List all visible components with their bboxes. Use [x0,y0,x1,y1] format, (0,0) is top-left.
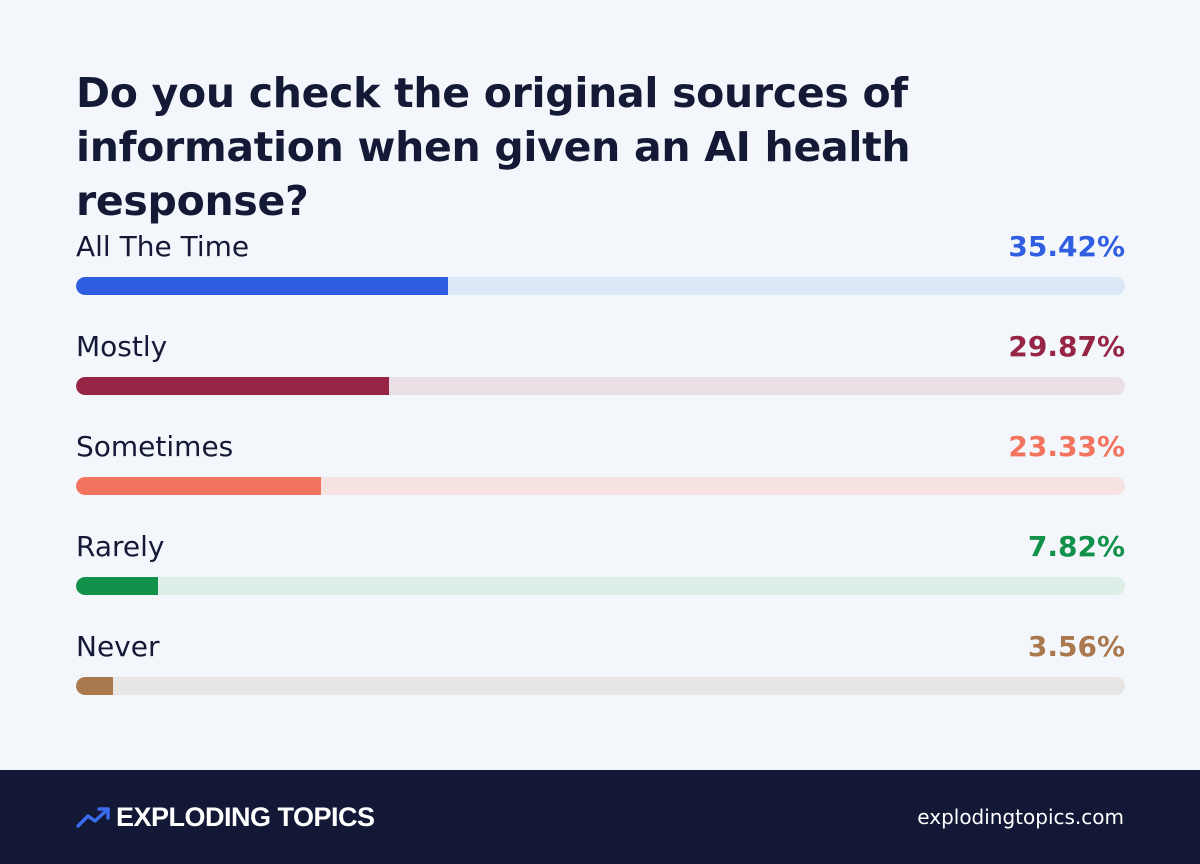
bar-track [76,277,1125,295]
chart-title: Do you check the original sources of inf… [76,69,911,225]
bar-track [76,377,1125,395]
bar [76,277,448,295]
website-link[interactable]: explodingtopics.com [917,805,1124,829]
bar-row: Rarely 7.82% [76,528,1125,628]
bar [76,677,113,695]
bar-label: Rarely [76,530,165,563]
bar-row: Never 3.56% [76,628,1125,728]
bar-track [76,677,1125,695]
chart-area: Do you check the original sources of inf… [76,69,1125,728]
bar-row: All The Time 35.42% [76,228,1125,328]
bar-value-label: 7.82% [1027,530,1125,563]
bar-label: Mostly [76,330,168,363]
bar [76,577,158,595]
brand-name: EXPLODING TOPICS [116,802,375,832]
footer: EXPLODING TOPICS explodingtopics.com [0,770,1200,864]
bar-value-label: 29.87% [1008,330,1125,363]
trend-arrow-icon [76,807,110,828]
bar-row: Mostly 29.87% [76,328,1125,428]
bar-label: Sometimes [76,430,234,463]
bar-label: Never [76,630,160,663]
bar-track [76,577,1125,595]
bar-row: Sometimes 23.33% [76,428,1125,528]
brand-logo[interactable]: EXPLODING TOPICS [76,802,375,832]
bar-value-label: 23.33% [1008,430,1125,463]
bar [76,377,389,395]
bar-list: All The Time 35.42% Mostly 29.87% Sometimes 2… [76,228,1125,728]
bar-label: All The Time [76,230,250,263]
bar-value-label: 35.42% [1008,230,1125,263]
bar-value-label: 3.56% [1027,630,1125,663]
bar-track [76,477,1125,495]
bar [76,477,321,495]
